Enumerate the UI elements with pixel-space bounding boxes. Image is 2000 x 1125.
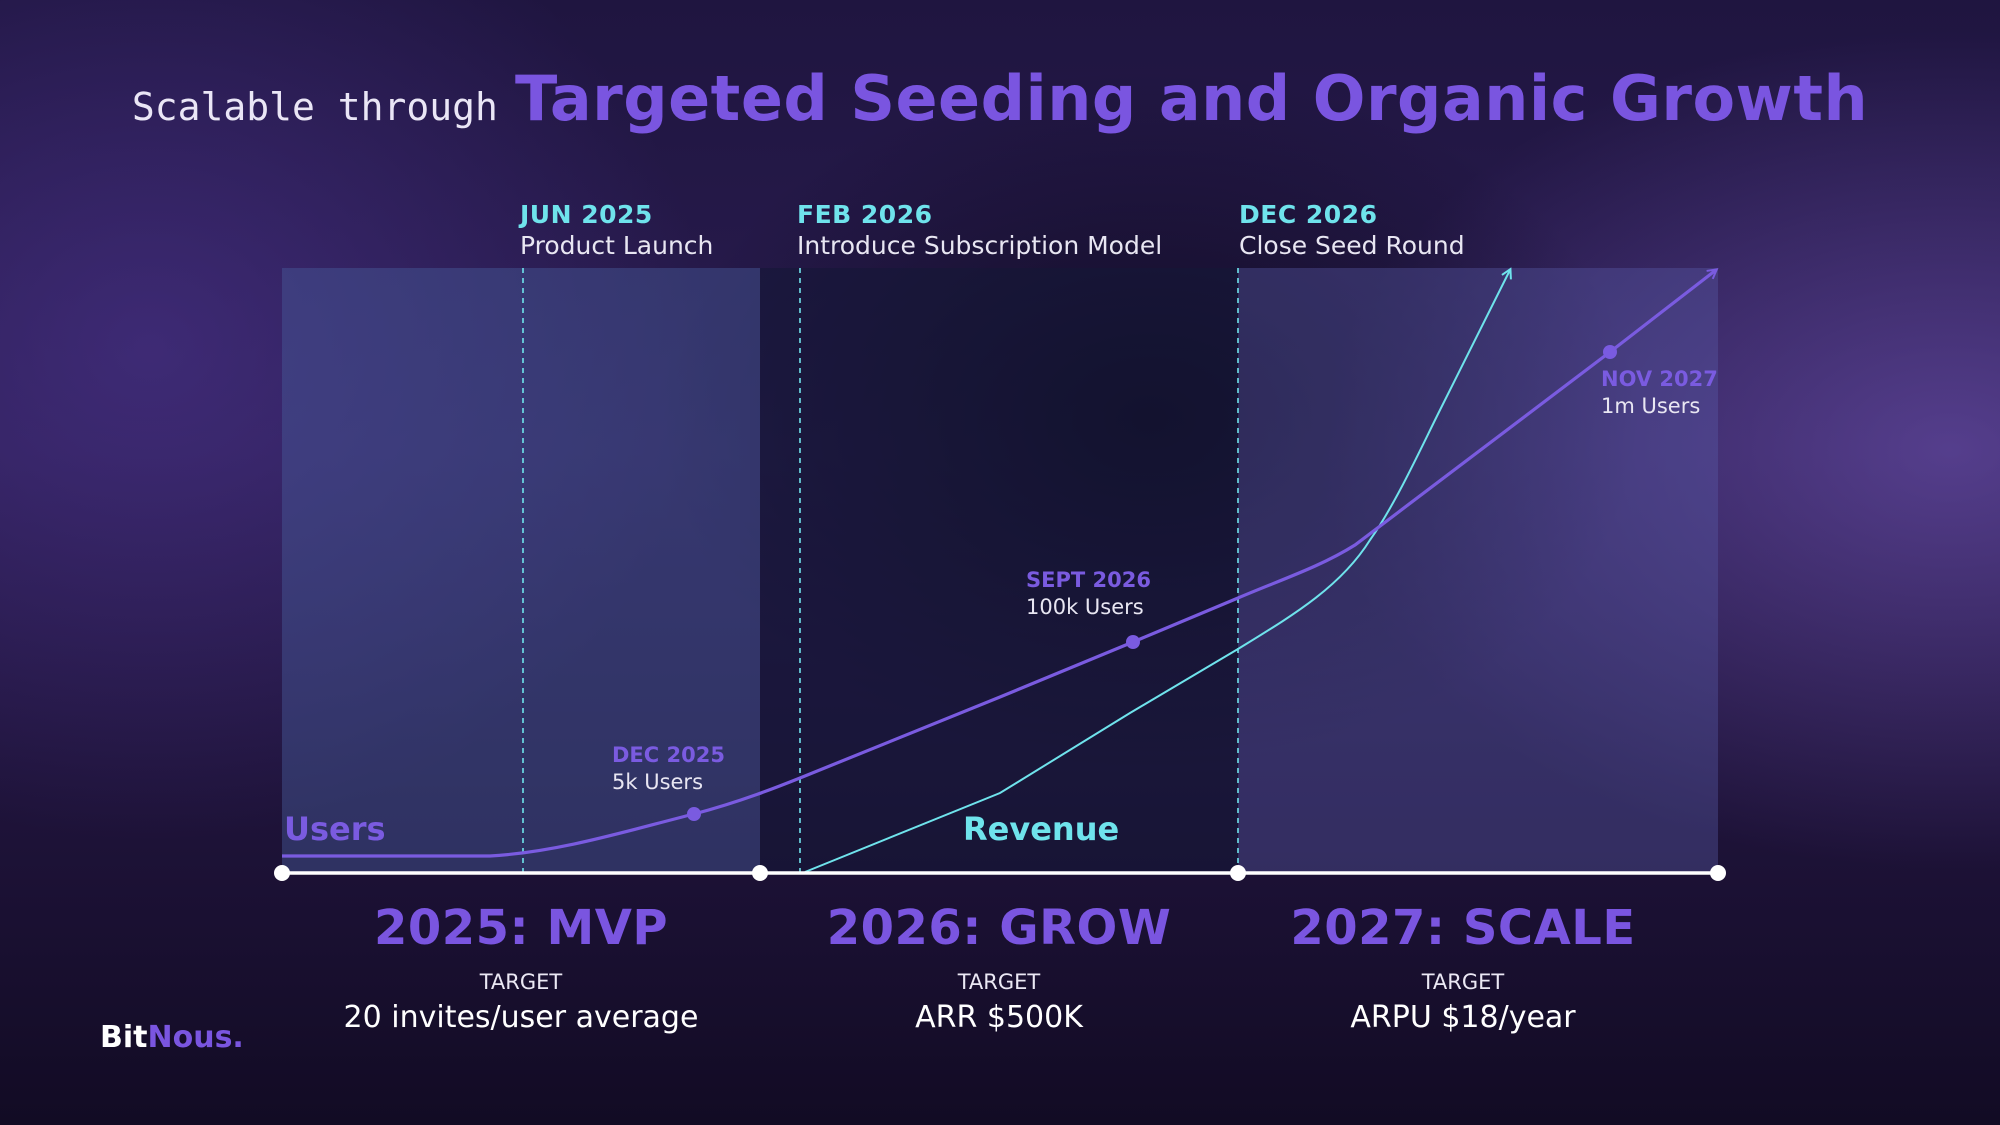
milestone-date: DEC 2026 bbox=[1239, 200, 1378, 229]
users-point-nov-2027 bbox=[1603, 345, 1617, 359]
milestone-jun-2025: JUN 2025 Product Launch bbox=[520, 200, 713, 260]
phase-panel-2025 bbox=[282, 268, 760, 872]
point-date: SEPT 2026 bbox=[1026, 568, 1151, 592]
phase-target-label: TARGET bbox=[479, 970, 563, 994]
point-label-dec-2025: DEC 2025 5k Users bbox=[612, 743, 725, 794]
title-prefix: Scalable through bbox=[131, 85, 498, 129]
point-date: NOV 2027 bbox=[1601, 367, 1718, 391]
phase-target-label: TARGET bbox=[1421, 970, 1505, 994]
users-curve bbox=[282, 270, 1716, 858]
phase-panel-2027 bbox=[1238, 268, 1718, 872]
phase-name: 2025: MVP bbox=[373, 900, 669, 956]
point-label-sept-2026: SEPT 2026 100k Users bbox=[1026, 568, 1151, 619]
phase-target: 20 invites/user average bbox=[343, 1000, 699, 1035]
logo-part-nous: Nous. bbox=[147, 1020, 244, 1055]
timeline-node-2026 bbox=[752, 865, 768, 881]
phase-2027: 2027: SCALE TARGET ARPU $18/year bbox=[1224, 900, 1702, 1035]
phase-name: 2026: GROW bbox=[826, 900, 1172, 956]
milestone-label: Close Seed Round bbox=[1239, 231, 1465, 260]
milestone-date: JUN 2025 bbox=[520, 200, 653, 229]
milestone-feb-2026: FEB 2026 Introduce Subscription Model bbox=[797, 200, 1162, 260]
series-label-users: Users bbox=[284, 810, 386, 848]
phase-target: ARPU $18/year bbox=[1350, 1000, 1576, 1035]
milestone-date: FEB 2026 bbox=[797, 200, 933, 229]
point-label-nov-2027: NOV 2027 1m Users bbox=[1601, 367, 1718, 418]
milestone-label: Introduce Subscription Model bbox=[797, 231, 1163, 260]
series-label-revenue: Revenue bbox=[963, 810, 1120, 848]
bitnous-logo: BitNous. bbox=[100, 1020, 244, 1055]
point-value: 100k Users bbox=[1026, 595, 1144, 619]
phase-target: ARR $500K bbox=[915, 1000, 1083, 1035]
slide-title: Scalable through Targeted Seeding and Or… bbox=[0, 62, 2000, 135]
phase-target-label: TARGET bbox=[957, 970, 1041, 994]
users-point-dec-2025 bbox=[687, 807, 701, 821]
title-main: Targeted Seeding and Organic Growth bbox=[515, 62, 1869, 135]
users-point-sept-2026 bbox=[1126, 635, 1140, 649]
phase-name: 2027: SCALE bbox=[1290, 900, 1636, 956]
revenue-curve bbox=[804, 270, 1510, 873]
milestone-label: Product Launch bbox=[520, 231, 714, 260]
milestone-dec-2026: DEC 2026 Close Seed Round bbox=[1239, 200, 1465, 260]
phase-2025: 2025: MVP TARGET 20 invites/user average bbox=[282, 900, 760, 1035]
logo-part-bit: Bit bbox=[100, 1020, 148, 1055]
phase-2026: 2026: GROW TARGET ARR $500K bbox=[760, 900, 1238, 1035]
timeline-node-end bbox=[1710, 865, 1726, 881]
timeline-node-start bbox=[274, 865, 290, 881]
phase-panel-2026 bbox=[760, 268, 1238, 872]
point-value: 5k Users bbox=[612, 770, 704, 794]
point-value: 1m Users bbox=[1601, 394, 1701, 418]
point-date: DEC 2025 bbox=[612, 743, 725, 767]
timeline-node-2027 bbox=[1230, 865, 1246, 881]
